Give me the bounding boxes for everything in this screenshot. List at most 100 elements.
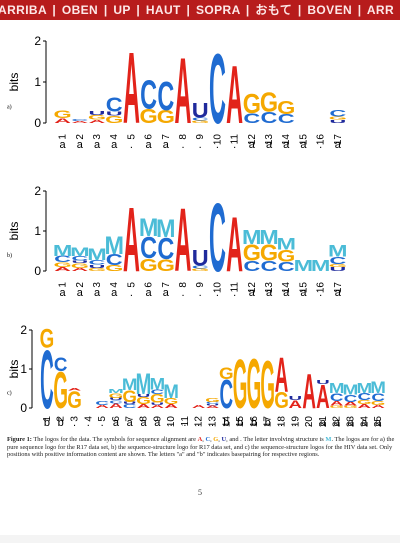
logo-letter-a: A: [71, 120, 88, 123]
logo-letter-m: M: [370, 378, 386, 397]
pairing-mark: .: [319, 287, 322, 299]
y-axis-label: bits: [7, 360, 21, 379]
logo-letter-a: A: [54, 117, 71, 125]
logo-letter-c: C: [140, 73, 157, 118]
position-label: 10: [212, 282, 223, 294]
position-label: 14: [221, 416, 232, 428]
y-tick-label: 1: [34, 75, 41, 89]
logo-letter-m: M: [70, 245, 89, 259]
pairing-mark: a: [320, 417, 327, 428]
position-label: 16: [316, 282, 327, 294]
pairing-mark: .: [130, 287, 133, 299]
position-label: 15: [235, 416, 246, 428]
logo-letter-a: A: [151, 404, 165, 409]
position-label: 10: [212, 134, 223, 146]
position-label: 7: [161, 134, 172, 140]
pairing-mark: a: [113, 417, 120, 428]
logo-letter-g: G: [109, 392, 124, 399]
logo-letter-m: M: [294, 258, 313, 275]
logo-letter-a: A: [137, 403, 151, 409]
logo-letter-u: U: [192, 98, 209, 122]
pairing-mark: b: [265, 417, 271, 428]
logo-letter-c: C: [89, 258, 106, 266]
logo-letter-g: G: [260, 240, 278, 266]
logo-letter-g: G: [157, 257, 175, 275]
pairing-mark: b: [251, 417, 257, 428]
y-axis-label: bits: [7, 73, 21, 92]
caption-text-2: and . The letter involving structure is: [229, 436, 324, 443]
position-label: 8: [139, 416, 150, 422]
logo-letter-m: M: [136, 368, 152, 401]
logo-letter-a: A: [330, 400, 344, 407]
pairing-mark: .: [294, 417, 297, 428]
logo-letter-g: G: [140, 256, 158, 276]
pairing-mark: .: [181, 287, 184, 299]
pairing-mark: a: [163, 139, 170, 151]
logo-letter-g: G: [122, 387, 137, 406]
logo-letter-c: C: [157, 231, 174, 266]
logo-letter-m: M: [149, 374, 165, 393]
logo-letter-g: G: [247, 344, 262, 423]
pairing-mark: .: [319, 139, 322, 151]
logo-letter-g: G: [243, 89, 261, 119]
logo-letter-a: A: [164, 403, 178, 409]
logo-letter-c: C: [54, 354, 68, 375]
position-label: 9: [195, 282, 206, 288]
logo-letter-g: G: [164, 397, 179, 406]
pairing-mark: a: [77, 287, 84, 299]
pairing-mark: a: [154, 417, 161, 428]
pairing-mark: .: [233, 287, 236, 299]
position-label: 4: [109, 282, 120, 288]
pairing-mark: a: [300, 139, 307, 151]
pairing-mark: a: [127, 417, 134, 428]
logo-letter-a: A: [206, 405, 220, 409]
position-label: 22: [332, 416, 343, 428]
panel-label: b): [7, 252, 12, 259]
logo-letter-m: M: [356, 380, 372, 397]
position-label: 9: [152, 416, 163, 422]
position-label: 11: [230, 282, 241, 293]
logo-letter-m: M: [104, 232, 123, 260]
position-label: 1: [42, 416, 53, 422]
pairing-mark: .: [73, 417, 76, 428]
logo-letter-c: C: [106, 93, 123, 116]
figure-caption: Figure 1: The logos for the data. The sy…: [7, 436, 395, 459]
logo-letter-g: G: [260, 347, 275, 423]
logo-letter-c: C: [192, 265, 209, 270]
logo-letter-u: U: [71, 260, 88, 264]
position-label: 17: [263, 416, 274, 428]
pairing-mark: a: [266, 139, 273, 151]
logo-letter-u: U: [206, 404, 220, 406]
logo-letter-c: C: [261, 258, 278, 274]
position-label: 21: [318, 416, 329, 428]
logo-letter-c: C: [243, 111, 260, 127]
logo-letter-g: G: [329, 263, 347, 268]
position-label: 6: [144, 282, 155, 288]
y-tick-label: 1: [20, 362, 27, 376]
logo-letter-g: G: [277, 98, 295, 118]
logo-letter-m: M: [139, 215, 158, 243]
logo-letter-c: C: [123, 403, 137, 409]
caption-text-1: The logos for the data. The symbols for …: [33, 436, 197, 443]
position-label: 10: [166, 416, 177, 428]
logo-letter-g: G: [88, 113, 106, 121]
logo-letter-u: U: [137, 393, 151, 398]
logo-letter-g: G: [243, 240, 261, 266]
position-label: 17: [333, 134, 344, 146]
logo-letter-g: G: [329, 116, 347, 121]
logo-letter-m: M: [156, 215, 175, 243]
logo-letter-c: C: [209, 34, 226, 146]
position-label: 14: [281, 134, 292, 146]
logo-letter-u: U: [109, 397, 123, 401]
logo-letter-g: G: [105, 114, 123, 125]
position-label: 16: [249, 416, 260, 428]
logo-letter-g: G: [67, 386, 82, 414]
logo-letter-c: C: [243, 258, 260, 274]
pairing-mark: a: [111, 139, 118, 151]
caption-symbol-m: M: [325, 436, 332, 443]
logo-letter-c: C: [106, 252, 123, 269]
pairing-mark: a: [249, 139, 256, 151]
logo-letter-g: G: [343, 405, 358, 409]
pairing-mark: .: [216, 287, 219, 299]
y-tick-label: 0: [20, 401, 27, 415]
